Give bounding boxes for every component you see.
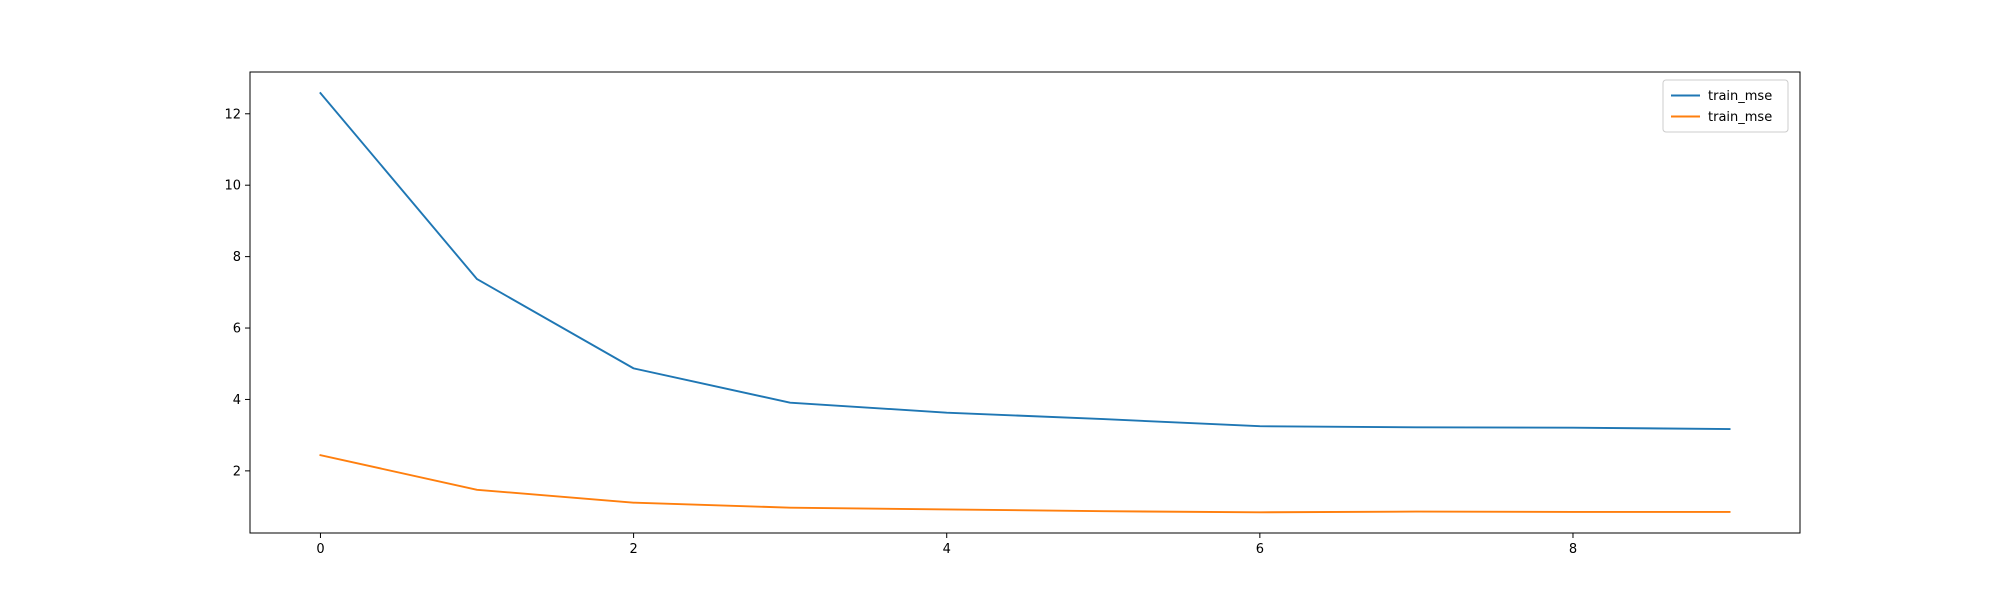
legend-frame (1662, 79, 1789, 133)
legend-label-1: train_mse (1708, 89, 1772, 104)
series-line-2 (319, 454, 1731, 514)
y-tick-label: 4 (233, 393, 241, 408)
plot-area (319, 91, 1731, 514)
legend: train_mse train_mse (1662, 79, 1789, 133)
y-axis: 2 4 6 8 10 12 (224, 107, 250, 479)
x-tick-label: 2 (629, 542, 637, 557)
x-axis: 0 2 4 6 8 (316, 533, 1577, 557)
x-tick-label: 6 (1256, 542, 1264, 557)
series-line-1 (319, 91, 1731, 431)
y-tick-label: 12 (224, 107, 241, 122)
legend-label-2: train_mse (1708, 110, 1772, 125)
y-tick-label: 10 (224, 179, 241, 194)
y-tick-label: 2 (233, 464, 241, 479)
axes-frame (249, 71, 1801, 534)
y-tick-label: 8 (233, 250, 241, 265)
x-tick-label: 0 (316, 542, 324, 557)
x-tick-label: 4 (943, 542, 951, 557)
y-tick-label: 6 (233, 322, 241, 337)
x-tick-label: 8 (1569, 542, 1577, 557)
